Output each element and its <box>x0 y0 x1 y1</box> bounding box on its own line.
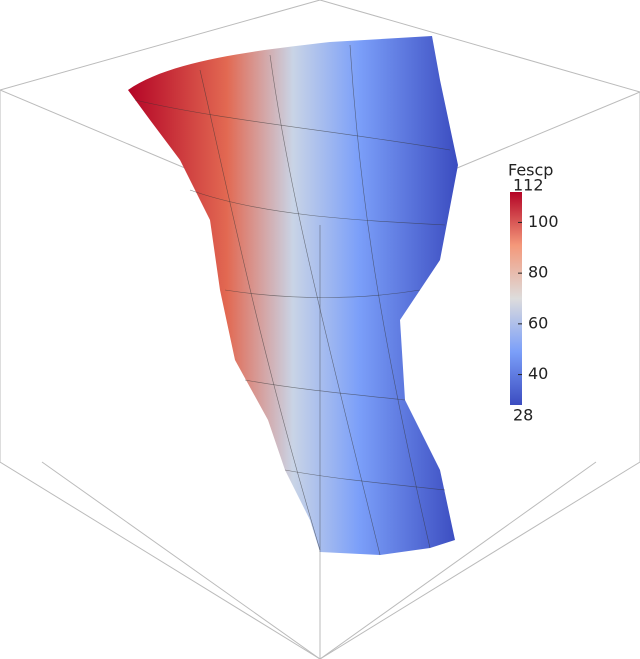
colorbar-tick-label: 80 <box>528 263 548 282</box>
colorbar-title: Fescp <box>508 161 553 180</box>
colorbar <box>510 192 522 405</box>
surface <box>128 36 458 555</box>
colorbar-tick-label: 100 <box>528 212 559 231</box>
colorbar-tick-label: 60 <box>528 313 548 332</box>
colorbar-tick-label: 40 <box>528 364 548 383</box>
surface-mesh <box>134 44 451 556</box>
colorbar-max-label: 112 <box>513 176 544 195</box>
colorbar-min-label: 28 <box>513 406 533 425</box>
